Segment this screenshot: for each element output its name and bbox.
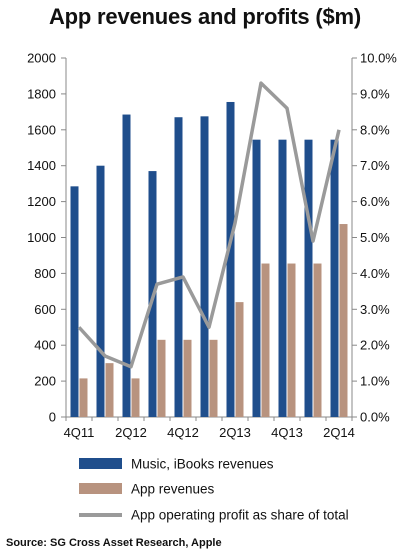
y-right-tick-label: 5.0%: [360, 230, 390, 245]
bar-app-revenues: [339, 224, 348, 417]
y-right-tick-label: 2.0%: [360, 338, 390, 353]
bar-music-ibooks: [122, 114, 131, 417]
bar-app-revenues: [287, 263, 296, 417]
x-tick-label: 4Q13: [271, 425, 303, 440]
bar-app-revenues: [131, 378, 140, 417]
y-right-tick-label: 9.0%: [360, 86, 390, 101]
bar-app-revenues: [235, 302, 244, 417]
source-note: Source: SG Cross Asset Research, Apple: [6, 537, 222, 549]
y-left-tick-label: 600: [34, 302, 56, 317]
y-right-tick-label: 3.0%: [360, 302, 390, 317]
y-left-tick-label: 800: [34, 266, 56, 281]
bar-music-ibooks: [252, 139, 261, 418]
bar-music-ibooks: [174, 117, 183, 418]
y-right-tick-label: 0.0%: [360, 410, 390, 425]
y-left-tick-label: 1800: [27, 86, 56, 101]
bar-app-revenues: [261, 263, 270, 417]
y-right-tick-label: 10.0%: [360, 51, 397, 66]
y-left-tick-label: 1400: [27, 158, 56, 173]
legend-label-music-ibooks: Music, iBooks revenues: [131, 457, 274, 472]
y-right-tick-label: 4.0%: [360, 266, 390, 281]
x-tick-label: 2Q14: [323, 425, 355, 440]
bar-music-ibooks: [226, 101, 235, 417]
legend-swatch-app-revenues: [79, 483, 122, 494]
y-left-tick-label: 1000: [27, 230, 56, 245]
bar-music-ibooks: [304, 139, 313, 418]
bar-app-revenues: [313, 263, 322, 417]
bar-music-ibooks: [200, 116, 209, 418]
y-left-tick-label: 200: [34, 374, 56, 389]
bar-app-revenues: [157, 339, 166, 417]
legend: Music, iBooks revenues App revenues App op…: [79, 457, 349, 523]
chart-title: App revenues and profits ($m): [48, 4, 362, 29]
x-tick-label: 4Q11: [64, 425, 95, 440]
y-right-tick-label: 1.0%: [360, 374, 390, 389]
y-left-tick-label: 1200: [27, 194, 56, 209]
bar-app-revenues: [183, 339, 192, 417]
line-app-operating-profit-share: [77, 81, 341, 369]
x-tick-label: 4Q12: [167, 425, 199, 440]
y-right-tick-label: 8.0%: [360, 122, 390, 137]
bar-app-revenues: [79, 378, 88, 417]
y-left-tick-label: 2000: [27, 51, 56, 66]
x-tick-label: 2Q12: [115, 425, 147, 440]
y-left-tick-label: 0: [49, 410, 56, 425]
plot-area: 0 200 400 600 800 1000 1200 1400 1600 1800 2000 0.0…: [27, 51, 397, 441]
y-right-tick-label: 7.0%: [360, 158, 390, 173]
bar-app-revenues: [105, 363, 114, 417]
bar-app-revenues: [209, 339, 218, 417]
y-left-tick-label: 1600: [27, 122, 56, 137]
bar-music-ibooks: [70, 186, 79, 417]
bar-music-ibooks: [278, 139, 287, 418]
bar-music-ibooks: [96, 165, 105, 417]
y-left-tick-label: 400: [34, 338, 56, 353]
x-tick-label: 2Q13: [219, 425, 251, 440]
legend-label-app-profit-share: App operating profit as share of total: [131, 508, 349, 523]
legend-label-app-revenues: App revenues: [131, 482, 215, 497]
legend-swatch-music-ibooks: [79, 458, 122, 469]
y-right-tick-label: 6.0%: [360, 194, 390, 209]
bar-music-ibooks: [330, 139, 339, 418]
